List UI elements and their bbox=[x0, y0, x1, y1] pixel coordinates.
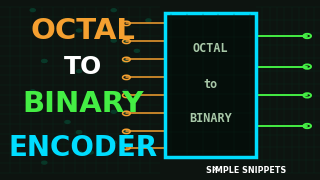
Circle shape bbox=[76, 131, 82, 134]
Circle shape bbox=[30, 141, 35, 144]
Circle shape bbox=[111, 110, 116, 113]
Circle shape bbox=[42, 161, 47, 164]
Circle shape bbox=[42, 60, 47, 62]
Circle shape bbox=[100, 29, 105, 32]
Bar bbox=[165, 13, 256, 157]
Circle shape bbox=[123, 60, 128, 62]
Circle shape bbox=[30, 9, 35, 12]
Circle shape bbox=[76, 131, 82, 134]
Circle shape bbox=[111, 39, 116, 42]
Circle shape bbox=[123, 39, 128, 42]
Circle shape bbox=[123, 60, 128, 62]
Text: ENCODER: ENCODER bbox=[9, 134, 158, 162]
Circle shape bbox=[88, 151, 93, 154]
Circle shape bbox=[30, 90, 35, 93]
Circle shape bbox=[123, 110, 128, 113]
Circle shape bbox=[111, 9, 116, 12]
Circle shape bbox=[76, 70, 82, 73]
Circle shape bbox=[111, 141, 116, 144]
Circle shape bbox=[76, 29, 82, 32]
Text: ✕: ✕ bbox=[212, 166, 220, 175]
Text: TO: TO bbox=[64, 55, 102, 79]
Text: OCTAL: OCTAL bbox=[31, 17, 136, 45]
Circle shape bbox=[30, 90, 35, 93]
Text: OCTAL: OCTAL bbox=[193, 42, 228, 55]
Circle shape bbox=[76, 151, 82, 154]
Text: BINARY: BINARY bbox=[22, 90, 144, 118]
Text: SIMPLE SNIPPETS: SIMPLE SNIPPETS bbox=[206, 166, 286, 175]
Circle shape bbox=[123, 39, 128, 42]
Text: BINARY: BINARY bbox=[189, 112, 232, 125]
Circle shape bbox=[123, 131, 128, 134]
Circle shape bbox=[65, 121, 70, 123]
Circle shape bbox=[123, 90, 128, 93]
Circle shape bbox=[146, 19, 151, 22]
Circle shape bbox=[65, 19, 70, 22]
Circle shape bbox=[65, 100, 70, 103]
Text: to: to bbox=[203, 78, 218, 91]
Circle shape bbox=[134, 49, 140, 52]
Circle shape bbox=[42, 60, 47, 62]
